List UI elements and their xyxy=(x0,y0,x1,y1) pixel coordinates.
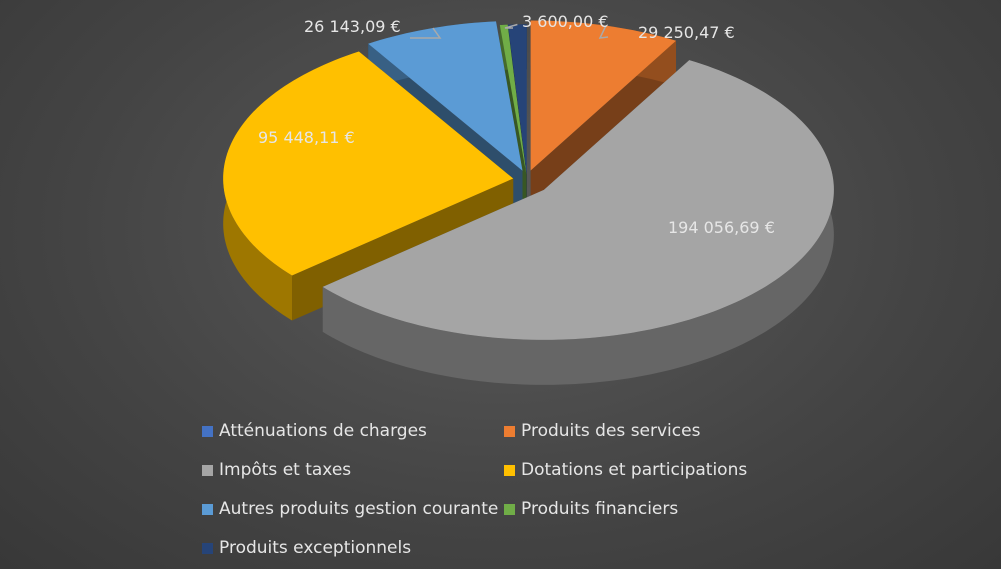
data-label: 29 250,47 € xyxy=(638,23,735,42)
pie-slice-7[interactable] xyxy=(508,24,527,175)
legend-label: Autres produits gestion courante xyxy=(219,499,499,519)
legend-swatch xyxy=(202,425,213,437)
data-label: 194 056,69 € xyxy=(668,218,775,237)
legend-label: Produits exceptionnels xyxy=(219,538,412,558)
pie-slice-3[interactable] xyxy=(322,60,834,340)
legend-item: Dotations et participations xyxy=(504,459,804,481)
legend-item: Produits exceptionnels xyxy=(202,537,504,559)
legend-label: Dotations et participations xyxy=(521,460,748,480)
legend-swatch xyxy=(504,425,515,437)
legend-label: Atténuations de charges xyxy=(219,421,427,441)
legend: Atténuations de charges Produits des ser… xyxy=(202,420,802,559)
data-label: 26 143,09 € xyxy=(304,17,401,36)
leader-line xyxy=(504,23,518,29)
data-label: 95 448,11 € xyxy=(258,128,355,147)
leader-line xyxy=(598,25,609,39)
pie-slice-5[interactable] xyxy=(368,21,523,171)
legend-item: Produits financiers xyxy=(504,498,804,520)
legend-swatch xyxy=(202,542,213,554)
legend-swatch xyxy=(202,503,213,515)
pie-slice-4[interactable] xyxy=(223,51,514,276)
legend-item: Atténuations de charges xyxy=(202,420,504,442)
pie-slice-2[interactable] xyxy=(530,20,677,171)
legend-label: Produits des services xyxy=(521,421,701,441)
legend-swatch xyxy=(202,464,213,476)
legend-label: Produits financiers xyxy=(521,499,679,519)
legend-swatch xyxy=(504,464,515,476)
legend-item: Impôts et taxes xyxy=(202,459,504,481)
legend-item: Autres produits gestion courante xyxy=(202,498,504,520)
leader-line xyxy=(410,27,442,39)
legend-swatch xyxy=(504,503,515,515)
data-label: 3 600,00 € xyxy=(522,12,609,31)
legend-label: Impôts et taxes xyxy=(219,460,352,480)
pie-slice-rim xyxy=(322,60,834,385)
pie-slice-6[interactable] xyxy=(499,24,527,175)
legend-item: Produits des services xyxy=(504,420,804,442)
